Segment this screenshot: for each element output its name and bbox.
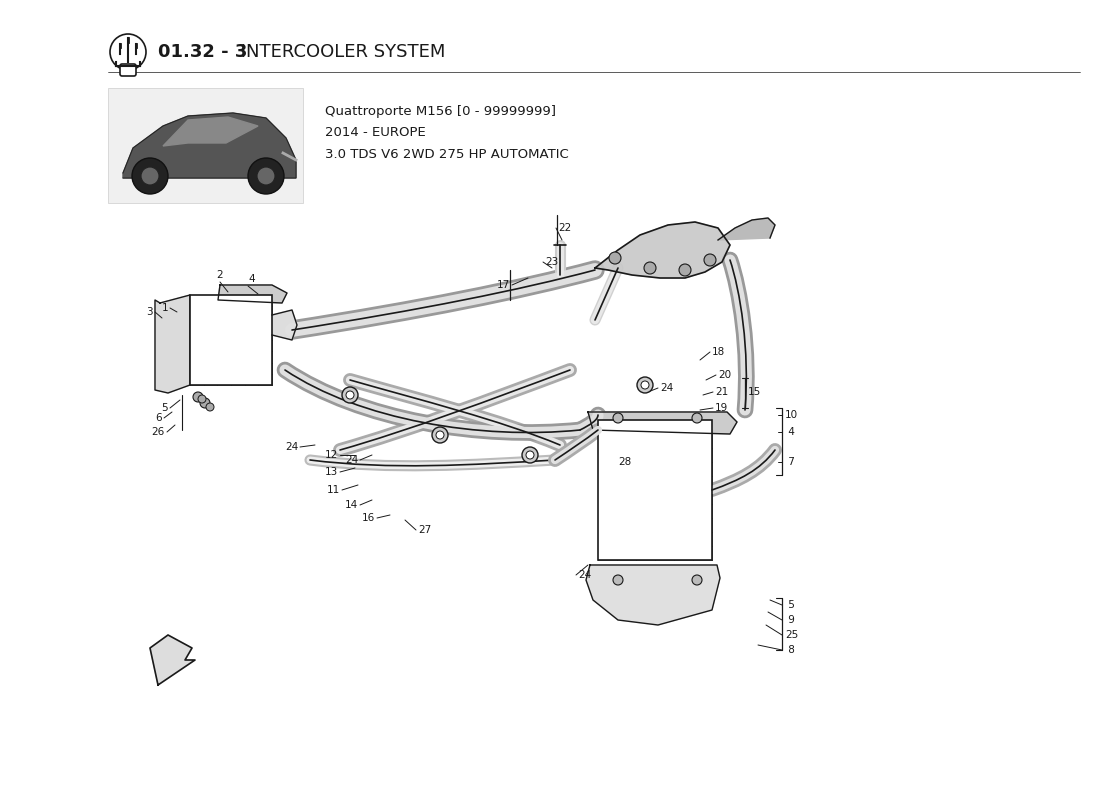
Circle shape	[613, 413, 623, 423]
Text: 5: 5	[785, 600, 795, 610]
Text: 15: 15	[748, 387, 761, 397]
Circle shape	[526, 451, 534, 459]
Text: 12: 12	[324, 450, 338, 460]
Circle shape	[132, 158, 168, 194]
Text: 23: 23	[544, 257, 558, 267]
Text: 5: 5	[162, 403, 168, 413]
Circle shape	[522, 447, 538, 463]
Circle shape	[192, 392, 204, 402]
Text: 27: 27	[418, 525, 431, 535]
Polygon shape	[588, 412, 737, 434]
Text: 2: 2	[217, 270, 223, 280]
Polygon shape	[218, 285, 287, 303]
Circle shape	[704, 254, 716, 266]
Polygon shape	[150, 635, 195, 685]
Text: 17: 17	[497, 280, 510, 290]
Text: 24: 24	[578, 570, 592, 580]
Text: 2014 - EUROPE: 2014 - EUROPE	[324, 126, 426, 139]
Polygon shape	[155, 295, 190, 393]
FancyBboxPatch shape	[120, 64, 136, 76]
Circle shape	[644, 262, 656, 274]
Text: 3.0 TDS V6 2WD 275 HP AUTOMATIC: 3.0 TDS V6 2WD 275 HP AUTOMATIC	[324, 147, 569, 161]
Text: 1: 1	[162, 303, 168, 313]
Circle shape	[641, 381, 649, 389]
Text: 13: 13	[324, 467, 338, 477]
Circle shape	[637, 377, 653, 393]
Text: 16: 16	[362, 513, 375, 523]
Text: 26: 26	[152, 427, 165, 437]
Text: 24: 24	[660, 383, 673, 393]
Circle shape	[206, 403, 214, 411]
Bar	[190, 295, 272, 385]
Circle shape	[346, 391, 354, 399]
Text: 01.32 - 3: 01.32 - 3	[158, 43, 248, 61]
Circle shape	[692, 575, 702, 585]
Bar	[598, 420, 712, 560]
Text: 20: 20	[718, 370, 732, 380]
Text: 22: 22	[558, 223, 571, 233]
Polygon shape	[272, 310, 297, 340]
Text: 9: 9	[785, 615, 795, 625]
Text: 21: 21	[715, 387, 728, 397]
Text: 18: 18	[712, 347, 725, 357]
Circle shape	[436, 431, 444, 439]
Circle shape	[200, 398, 210, 408]
Polygon shape	[163, 117, 258, 146]
Circle shape	[432, 427, 448, 443]
Text: Quattroporte M156 [0 - 99999999]: Quattroporte M156 [0 - 99999999]	[324, 106, 556, 118]
Circle shape	[141, 167, 160, 185]
Circle shape	[679, 264, 691, 276]
Text: 4: 4	[785, 427, 795, 437]
Circle shape	[257, 167, 275, 185]
Text: 19: 19	[715, 403, 728, 413]
Circle shape	[613, 575, 623, 585]
Circle shape	[342, 387, 358, 403]
Text: 3: 3	[146, 307, 153, 317]
Circle shape	[609, 252, 622, 264]
Text: 25: 25	[785, 630, 799, 640]
Circle shape	[198, 395, 206, 403]
Circle shape	[248, 158, 284, 194]
Text: 14: 14	[344, 500, 358, 510]
Text: 7: 7	[785, 457, 795, 467]
Text: 24: 24	[285, 442, 298, 452]
Text: 28: 28	[618, 457, 631, 467]
Text: 4: 4	[248, 274, 254, 284]
Text: 8: 8	[785, 645, 795, 655]
Text: 10: 10	[785, 410, 799, 420]
Polygon shape	[123, 113, 296, 178]
Polygon shape	[718, 218, 776, 240]
Bar	[108, 88, 302, 203]
Text: 24: 24	[344, 455, 358, 465]
Text: 11: 11	[327, 485, 340, 495]
Circle shape	[692, 413, 702, 423]
Polygon shape	[595, 222, 730, 278]
Text: INTERCOOLER SYSTEM: INTERCOOLER SYSTEM	[235, 43, 446, 61]
Polygon shape	[586, 565, 720, 625]
Text: 6: 6	[155, 413, 162, 423]
